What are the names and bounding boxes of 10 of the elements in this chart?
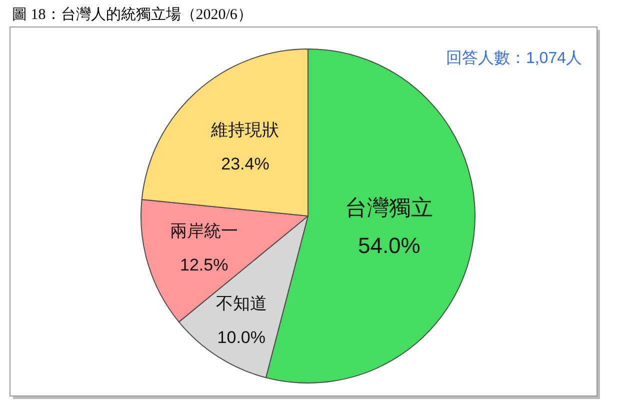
data-label: 23.4%	[221, 154, 270, 174]
slice-label: 不知道	[216, 294, 267, 314]
data-label: 54.0%	[358, 233, 420, 258]
chart-title: 圖 18：台灣人的統獨立場（2020/6）	[12, 6, 252, 23]
data-label: 12.5%	[180, 255, 228, 274]
slice-label: 台灣獨立	[345, 195, 434, 220]
slice-label: 兩岸統一	[170, 221, 238, 240]
data-label: 10.0%	[217, 328, 266, 348]
text: 回答人數：1,074人	[446, 50, 582, 67]
slice-label: 維持現狀	[210, 120, 280, 140]
